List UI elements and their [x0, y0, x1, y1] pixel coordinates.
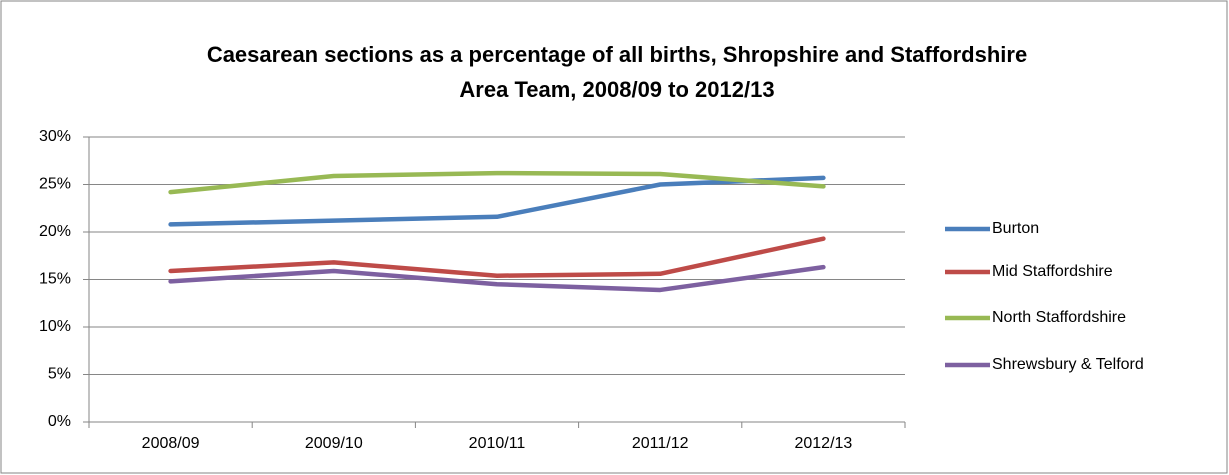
y-tick-label: 5% [48, 366, 71, 383]
y-tick-label: 30% [39, 128, 71, 145]
legend-label: Burton [992, 220, 1039, 237]
y-tick-label: 25% [39, 176, 71, 193]
x-tick-label: 2010/11 [469, 435, 526, 452]
series-line [168, 264, 826, 293]
x-tick-label: 2011/12 [632, 435, 689, 452]
legend-label: Mid Staffordshire [992, 263, 1113, 280]
series-line [168, 236, 826, 278]
x-tick-label: 2012/13 [794, 435, 852, 452]
y-tick-label: 15% [39, 271, 71, 288]
y-tick-label: 10% [39, 318, 71, 335]
legend-label: Shrewsbury & Telford [992, 356, 1144, 373]
series-line [168, 170, 826, 195]
y-tick-label: 20% [39, 223, 71, 240]
legend-label: North Staffordshire [992, 309, 1126, 326]
chart-title: Caesarean sections as a percentage of al… [207, 42, 1027, 67]
x-tick-label: 2008/09 [142, 435, 200, 452]
x-tick-label: 2009/10 [305, 435, 363, 452]
y-tick-label: 0% [48, 413, 71, 430]
series-line [168, 175, 826, 227]
chart-title: Area Team, 2008/09 to 2012/13 [459, 77, 774, 102]
